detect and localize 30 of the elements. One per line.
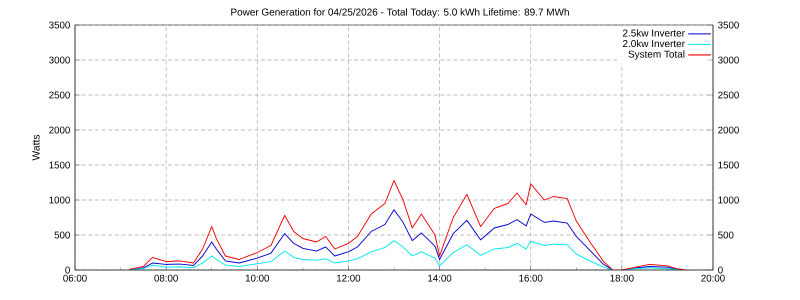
y-tick-label: 3000 bbox=[49, 56, 70, 64]
y2-tick-label: 3500 bbox=[718, 22, 739, 28]
y-tick-label: 1000 bbox=[49, 196, 70, 204]
x-tick-label: 12:00 bbox=[337, 274, 360, 282]
line-series bbox=[129, 180, 686, 270]
y-tick-label: 3500 bbox=[49, 22, 70, 28]
y-tick-label: 500 bbox=[54, 232, 70, 238]
y2-tick-label: 0 bbox=[718, 266, 723, 274]
y-axis-title: Watts bbox=[32, 134, 40, 161]
y2-tick-label: 2500 bbox=[718, 92, 739, 98]
y2-tick-label: 500 bbox=[718, 232, 734, 238]
y2-tick-label: 2000 bbox=[718, 126, 739, 134]
x-tick-label: 08:00 bbox=[154, 274, 178, 282]
legend-label: System Total bbox=[628, 50, 684, 60]
legend-label: 2.0kw Inverter bbox=[622, 40, 685, 48]
x-tick-label: 10:00 bbox=[246, 274, 270, 282]
x-tick-label: 18:00 bbox=[610, 274, 634, 282]
chart-title: Power Generation for 04/25/2026 - Total Today: 5.0 kWh Lifetime: 89.7 MWh bbox=[231, 8, 569, 18]
y-tick-label: 0 bbox=[65, 266, 70, 274]
y-tick-label: 1500 bbox=[49, 162, 70, 168]
x-tick-label: 16:00 bbox=[519, 274, 542, 282]
x-tick-label: 06:00 bbox=[63, 274, 87, 282]
y2-tick-label: 3000 bbox=[718, 56, 739, 64]
x-tick-label: 20:00 bbox=[701, 274, 725, 282]
y2-tick-label: 1000 bbox=[718, 196, 739, 204]
x-tick-label: 14:00 bbox=[428, 274, 452, 282]
y-tick-label: 2500 bbox=[49, 92, 70, 98]
y-tick-label: 2000 bbox=[49, 126, 70, 134]
y2-tick-label: 1500 bbox=[718, 162, 739, 168]
legend-label: 2.5kw Inverter bbox=[622, 29, 685, 37]
